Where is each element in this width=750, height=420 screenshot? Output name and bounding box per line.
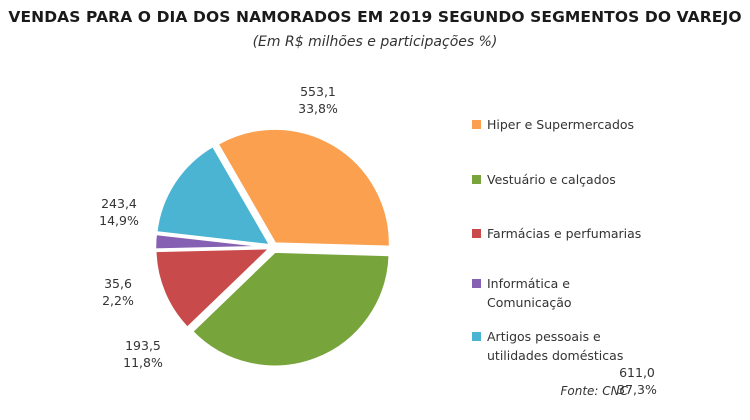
data-label-value: 243,4 bbox=[101, 196, 137, 211]
pie-slice bbox=[153, 232, 271, 251]
legend: Hiper e Supermercados Vestuário e calçado… bbox=[472, 117, 641, 363]
legend-swatch bbox=[472, 279, 481, 288]
legend-swatch bbox=[472, 229, 481, 238]
pie-slices bbox=[153, 127, 392, 368]
legend-label: Vestuário e calçados bbox=[487, 172, 616, 187]
pie-slice bbox=[190, 250, 392, 368]
legend-label: Comunicação bbox=[487, 295, 572, 310]
data-label-percent: 14,9% bbox=[99, 213, 139, 228]
data-label-percent: 37,3% bbox=[617, 382, 657, 397]
data-label-percent: 2,2% bbox=[102, 293, 134, 308]
pie-slice bbox=[153, 246, 274, 330]
data-label-percent: 11,8% bbox=[123, 355, 163, 370]
pie-slice bbox=[215, 127, 392, 249]
chart-subtitle: (Em R$ milhões e participações %) bbox=[252, 34, 498, 50]
chart-title: VENDAS PARA O DIA DOS NAMORADOS EM 2019 … bbox=[8, 8, 742, 26]
legend-swatch bbox=[472, 120, 481, 129]
data-label-value: 35,6 bbox=[104, 276, 132, 291]
data-label-value: 611,0 bbox=[619, 365, 655, 380]
data-label-percent: 33,8% bbox=[298, 101, 338, 116]
legend-label: utilidades domésticas bbox=[487, 348, 623, 363]
legend-swatch bbox=[472, 175, 481, 184]
legend-swatch bbox=[472, 332, 481, 341]
source-note: Fonte: CNC bbox=[560, 384, 628, 398]
legend-label: Hiper e Supermercados bbox=[487, 117, 634, 132]
data-label-value: 553,1 bbox=[300, 84, 336, 99]
pie-slice bbox=[154, 144, 273, 247]
data-labels: 553,1 33,8% 611,0 37,3% 193,5 11,8% 35,6 2,2% 24… bbox=[99, 84, 657, 397]
legend-label: Farmácias e perfumarias bbox=[487, 226, 641, 241]
legend-label: Artigos pessoais e bbox=[487, 329, 601, 344]
legend-label: Informática e bbox=[487, 276, 570, 291]
data-label-value: 193,5 bbox=[125, 338, 161, 353]
